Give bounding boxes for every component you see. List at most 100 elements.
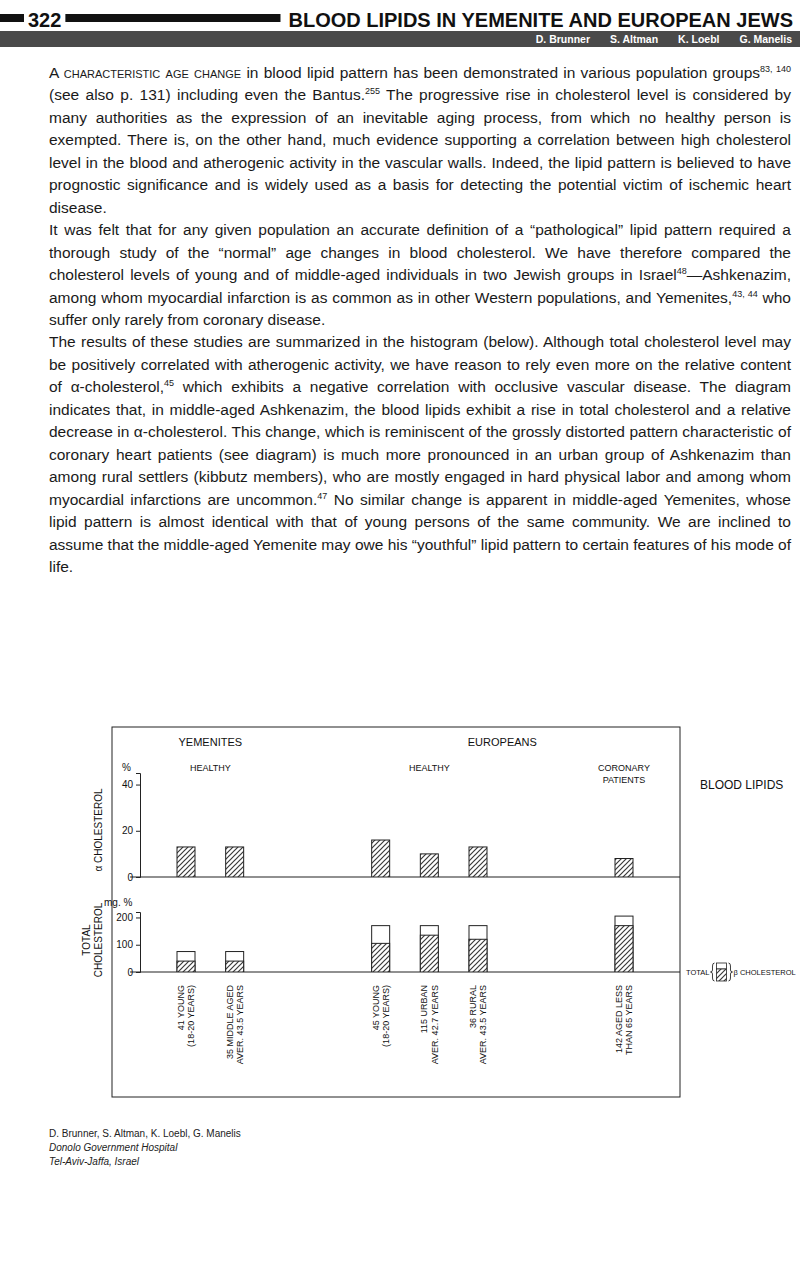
category-label: 36 RURALAVER. 43.5 YEARS: [468, 985, 489, 1064]
y-tick-label: 20: [122, 825, 134, 836]
group-label-line: YEMENITES: [179, 736, 243, 748]
y-tick: 100: [116, 939, 140, 950]
author-band: [0, 31, 800, 47]
y-axis-unit: %: [122, 762, 131, 773]
text-run: (see also p. 131) including even the Ban…: [49, 86, 365, 103]
paragraph: The results of these studies are summari…: [49, 331, 791, 578]
category-label-line: (18-20 YEARS): [381, 985, 391, 1047]
y-tick: 40: [122, 779, 140, 790]
legend-swatch: [716, 969, 726, 981]
legend-brace: [728, 963, 732, 981]
paragraph: It was felt that for any given populatio…: [49, 219, 791, 331]
bar: [177, 847, 195, 877]
y-tick-mark: [136, 917, 140, 918]
header-rule: [0, 14, 24, 22]
citation: 47: [317, 491, 327, 501]
page-number: 322: [28, 9, 61, 31]
group-label: YEMENITES: [179, 736, 243, 748]
header: 322 BLOOD LIPIDS IN YEMENITE AND EUROPEAN…: [0, 9, 800, 47]
footer-line: Tel-Aviv-Jaffa, Israel: [49, 1155, 241, 1169]
citation: 43, 44: [732, 289, 758, 299]
group-label: EUROPEANS: [468, 736, 537, 748]
bar: [226, 847, 244, 877]
subgroup-label-line: CORONARY: [598, 763, 650, 773]
baseline: [130, 876, 680, 877]
bar: [226, 952, 244, 972]
category-label: 45 YOUNG(18-20 YEARS): [371, 985, 392, 1047]
citation: 45: [164, 378, 174, 388]
footer: D. Brunner, S. Altman, K. Loebl, G. Mane…: [49, 1127, 241, 1169]
category-label-line: 142 AGED LESS: [614, 985, 624, 1053]
category-label-line: AVER. 43.5 YEARS: [235, 985, 245, 1064]
bar: [372, 943, 390, 972]
body-text: A characteristic age change in blood lip…: [49, 62, 791, 578]
author: D. Brunner: [536, 33, 590, 45]
legend-brace: [710, 963, 714, 981]
text-run: in blood lipid pattern has been demonstr…: [241, 64, 760, 81]
category-label-line: 41 YOUNG: [176, 985, 186, 1030]
chart-panel: 0 20 40 α CHOLESTEROL%: [93, 762, 681, 883]
bars: [177, 916, 633, 972]
category-label: 142 AGED LESSTHAN 65 YEARS: [614, 985, 635, 1055]
text-run: The progressive rise in cholesterol leve…: [49, 86, 791, 215]
y-tick-mark: [136, 785, 140, 786]
header-rule: [65, 14, 280, 22]
legend-label: β CHOLESTEROL: [733, 968, 795, 977]
category-label-line: (18-20 YEARS): [186, 985, 196, 1047]
chart-panel: 0100200TOTALCHOLESTEROLmg. %41 YOUNG(18-…: [81, 897, 796, 1064]
citation: 48: [677, 266, 687, 276]
y-tick-mark: [136, 831, 140, 832]
author: K. Loebl: [678, 33, 719, 45]
y-axis-title-line: CHOLESTEROL: [93, 902, 104, 977]
y-axis-title: α CHOLESTEROL: [93, 788, 104, 871]
citation: 83, 140: [760, 64, 791, 74]
subgroup-label-line: PATIENTS: [603, 775, 646, 785]
bar: [469, 926, 487, 972]
category-label-line: AVER. 42.7 YEARS: [430, 985, 440, 1064]
y-axis-title-line: α CHOLESTEROL: [93, 788, 104, 871]
legend: TOTALβ CHOLESTEROL: [686, 963, 796, 981]
bar: [615, 916, 633, 972]
category-label-line: AVER. 43.5 YEARS: [478, 985, 488, 1064]
subgroup-label-line: HEALTHY: [190, 763, 231, 773]
subgroup-label-line: HEALTHY: [409, 763, 450, 773]
bar: [177, 961, 195, 972]
subgroup-label: HEALTHY: [190, 763, 231, 773]
y-tick: 200: [116, 912, 140, 923]
figure-frame: [112, 727, 680, 1097]
bar: [177, 952, 195, 972]
category-label-line: THAN 65 YEARS: [624, 985, 634, 1055]
baseline: [130, 971, 680, 972]
y-axis-line: [136, 774, 141, 878]
y-axis: 0 20 40: [122, 774, 141, 883]
figure-title: BLOOD LIPIDS: [700, 778, 783, 792]
category-label: 35 MIDDLE AGEDAVER. 43.5 YEARS: [225, 985, 246, 1065]
category-label: 41 YOUNG(18-20 YEARS): [176, 985, 197, 1047]
y-tick-label: 0: [127, 967, 133, 978]
category-label: 115 URBANAVER. 42.7 YEARS: [419, 985, 440, 1064]
paragraph: A characteristic age change in blood lip…: [49, 62, 791, 219]
y-tick: 0: [127, 872, 140, 883]
y-tick-mark: [136, 945, 140, 946]
bar: [372, 840, 390, 877]
bar: [615, 859, 633, 877]
y-axis-unit: mg. %: [104, 897, 132, 908]
bar: [420, 854, 438, 877]
bar: [469, 939, 487, 972]
y-tick-mark: [136, 972, 140, 973]
author: G. Manelis: [739, 33, 792, 45]
bar: [615, 926, 633, 972]
bar: [226, 961, 244, 972]
category-label-line: 36 RURAL: [468, 985, 478, 1028]
category-label-line: 35 MIDDLE AGED: [225, 985, 235, 1060]
bar: [420, 926, 438, 972]
category-label-line: 115 URBAN: [419, 985, 429, 1033]
y-tick: 0: [127, 967, 140, 978]
running-title: BLOOD LIPIDS IN YEMENITE AND EUROPEAN JE…: [288, 9, 793, 31]
bar: [469, 847, 487, 877]
y-tick-label: 200: [116, 912, 133, 923]
y-axis: 0 100 200: [116, 912, 140, 978]
subgroup-label: CORONARY PATIENTS: [598, 763, 650, 785]
citation: 255: [365, 86, 380, 96]
y-axis-title-line: TOTAL: [81, 924, 92, 956]
